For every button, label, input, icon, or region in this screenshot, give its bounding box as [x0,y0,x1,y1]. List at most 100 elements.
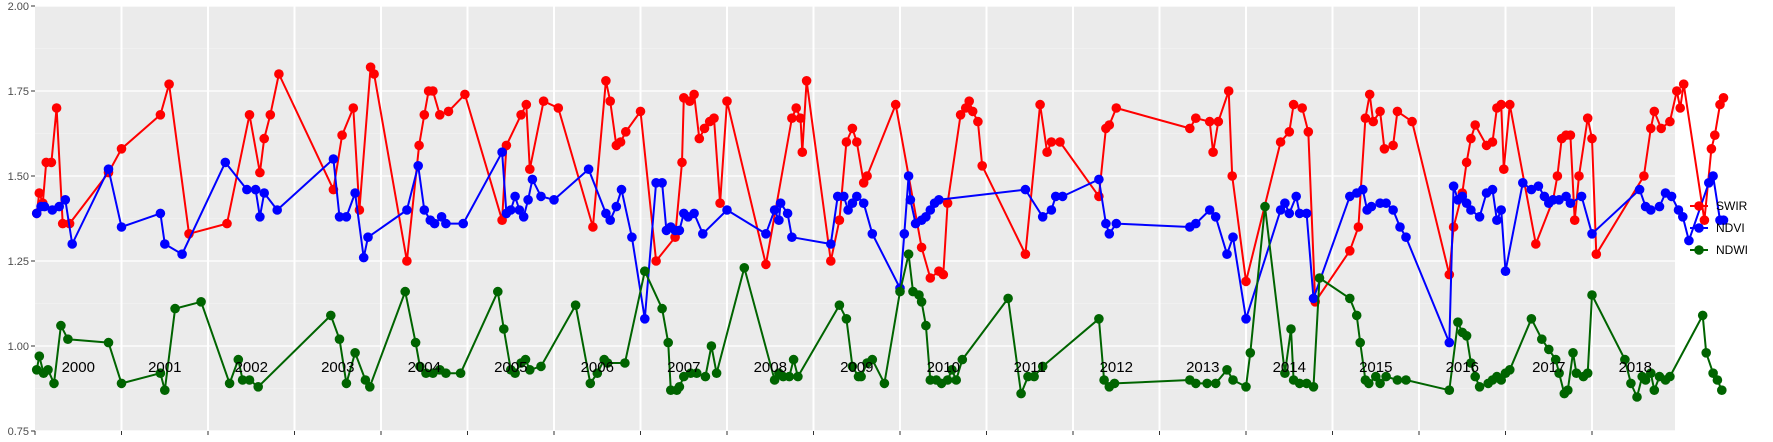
data-point-ndwi [103,337,114,348]
data-point-ndwi [116,378,127,389]
y-tick-label: 1.25 [8,256,29,268]
data-point-ndvi [616,184,627,195]
data-point-swir [1035,99,1045,110]
data-point-ndvi [272,205,283,215]
data-point-ndwi [1717,385,1727,396]
y-tick-label: 0.75 [8,426,29,438]
data-point-ndwi [1697,310,1708,321]
data-point-ndvi [722,205,732,215]
data-point-ndwi [657,303,667,314]
data-point-ndvi [429,218,440,229]
data-point-ndwi [1364,378,1374,389]
data-point-ndwi [43,365,53,375]
data-point-ndwi [706,341,717,351]
data-point-ndwi [895,286,905,297]
data-point-ndwi [244,375,255,385]
data-point-ndvi [1284,208,1295,219]
year-label: 2012 [1100,359,1133,376]
data-point-ndwi [1037,361,1048,372]
year-label: 2003 [321,359,354,376]
data-point-swir [460,89,470,100]
data-point-ndvi [689,208,699,219]
data-point-ndwi [788,354,799,365]
data-point-ndvi [627,232,637,242]
data-point-ndwi [196,297,206,307]
data-point-swir [402,256,412,266]
data-point-ndvi [903,171,914,181]
data-point-ndwi [1582,368,1593,379]
data-point-ndwi [700,371,711,382]
data-point-ndwi [421,368,431,379]
data-point-ndwi [711,368,722,379]
data-point-ndwi [1210,378,1221,389]
data-point-ndvi [510,191,520,202]
data-point-ndwi [1308,382,1319,392]
data-point-swir [852,137,862,147]
data-point-ndvi [1210,212,1221,222]
year-label: 2017 [1532,359,1565,376]
data-point-ndvi [60,195,71,205]
data-point-swir [1646,123,1656,134]
data-point-ndvi [1104,229,1115,239]
data-point-swir [255,167,265,178]
data-point-ndvi [1539,191,1550,202]
data-point-ndvi [1678,212,1688,222]
data-point-ndvi [103,164,114,174]
y-tick-label: 1.00 [8,341,29,353]
data-point-ndwi [1466,358,1476,368]
data-point-swir [1364,89,1375,100]
data-point-swir [1345,246,1355,256]
data-point-ndwi [942,375,953,385]
data-point-ndvi [852,191,862,202]
data-point-swir [709,113,719,123]
data-point-swir [1639,171,1649,181]
data-point-ndwi [536,361,546,372]
x-axis [34,431,1593,435]
data-point-swir [1284,127,1295,137]
data-point-swir [795,113,806,123]
data-point-swir [722,96,732,106]
data-point-swir [348,103,359,113]
data-point-ndwi [663,337,673,348]
data-point-ndwi [879,378,890,389]
data-point-ndwi [1587,290,1597,300]
data-point-swir [1678,79,1689,89]
data-point-swir [588,222,598,232]
data-point-ndwi [499,324,509,334]
data-point-ndwi [1620,354,1630,365]
data-point-ndvi [1496,205,1506,215]
data-point-swir [635,106,646,117]
data-point-ndwi [253,382,263,392]
data-point-ndwi [674,382,685,392]
data-point-ndvi [1020,184,1031,195]
data-point-swir [1699,215,1710,225]
data-point-swir [1591,249,1602,259]
data-point-swir [955,110,966,120]
data-point-ndwi [455,368,466,379]
data-point-swir [1706,144,1717,154]
data-point-swir [890,99,901,110]
data-point-ndwi [34,351,45,362]
data-point-ndwi [1228,375,1238,385]
data-point-ndvi [1308,293,1319,304]
data-point-swir [259,133,270,144]
data-point-ndvi [1050,191,1061,202]
data-point-ndwi [1505,365,1515,375]
data-point-ndwi [1109,378,1120,389]
data-point-ndwi [784,371,795,382]
data-point-ndwi [1526,314,1537,324]
year-label: 2009 [840,359,873,376]
data-point-ndvi [1666,191,1677,202]
data-point-swir [1499,164,1509,174]
data-point-ndvi [402,205,412,215]
data-point-swir [1191,113,1201,123]
data-point-swir [1582,113,1593,123]
data-point-ndwi [49,378,59,389]
data-point-ndvi [1301,208,1312,219]
data-point-ndvi [1191,218,1201,229]
data-point-ndwi [1401,375,1411,385]
data-point-ndwi [585,378,596,389]
data-point-swir [525,164,535,174]
data-point-ndwi [620,358,630,368]
data-point-ndvi [787,232,797,242]
